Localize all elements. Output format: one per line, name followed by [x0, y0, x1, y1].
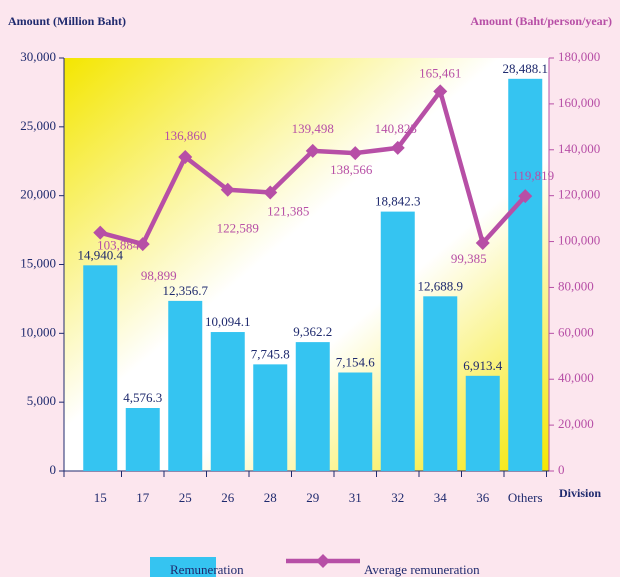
y-tick-label: 0 — [50, 462, 57, 477]
bar — [423, 296, 458, 471]
y-tick-label: 15,000 — [20, 255, 56, 270]
x-tick-label: 15 — [94, 490, 107, 505]
line-marker — [135, 237, 150, 252]
x-tick-label: 36 — [476, 490, 490, 505]
y2-tick-label: 20,000 — [558, 416, 594, 431]
x-tick-label: 29 — [306, 490, 319, 505]
line-marker — [305, 143, 320, 158]
bar — [125, 407, 160, 471]
bar-value-label: 9,362.2 — [293, 324, 332, 339]
bar-value-label: 28,488.1 — [503, 61, 549, 76]
bar — [295, 342, 330, 471]
y2-tick-label: 100,000 — [558, 233, 600, 248]
bar — [380, 211, 415, 471]
x-tick-label: Others — [508, 490, 543, 505]
line-marker — [518, 189, 533, 204]
line-marker — [93, 225, 108, 240]
bar — [168, 300, 203, 471]
y2-tick-label: 120,000 — [558, 187, 600, 202]
bar — [338, 372, 373, 471]
bar-value-label: 10,094.1 — [205, 314, 251, 329]
line-value-label: 165,461 — [419, 65, 461, 80]
bar — [253, 364, 288, 471]
y2-tick-label: 40,000 — [558, 370, 594, 385]
line-marker — [348, 146, 363, 161]
line-marker — [263, 185, 278, 200]
x-tick-label: 34 — [434, 490, 448, 505]
x-tick-label: 28 — [264, 490, 277, 505]
line-marker — [390, 140, 405, 155]
line-value-label: 122,589 — [217, 221, 259, 236]
y2-tick-label: 80,000 — [558, 278, 594, 293]
line-value-label: 121,385 — [267, 203, 309, 218]
bar — [465, 375, 500, 471]
y2-tick-label: 180,000 — [558, 49, 600, 64]
bar-value-label: 18,842.3 — [375, 194, 421, 209]
legend-label: Average remuneration — [364, 562, 480, 577]
bar-value-label: 12,688.9 — [418, 278, 464, 293]
y-tick-label: 30,000 — [20, 49, 56, 64]
legend-swatch — [150, 557, 216, 577]
y-axis-title: Amount (Million Baht) — [8, 14, 126, 28]
bar-value-label: 4,576.3 — [123, 390, 162, 405]
line-value-label: 103,884 — [97, 238, 140, 253]
y2-tick-label: 0 — [558, 462, 565, 477]
bar — [210, 332, 245, 471]
line-value-label: 136,860 — [164, 128, 206, 143]
line-marker — [475, 235, 490, 250]
x-tick-label: 17 — [136, 490, 150, 505]
line-value-label: 119,819 — [512, 168, 554, 183]
bar — [508, 78, 543, 472]
bar-value-label: 7,745.8 — [251, 346, 290, 361]
x-axis-title: Division — [559, 486, 601, 500]
line-value-label: 98,899 — [141, 268, 177, 283]
x-tick-label: 31 — [349, 490, 362, 505]
legend-marker — [316, 554, 330, 568]
line-marker — [433, 84, 448, 99]
y2-tick-label: 160,000 — [558, 95, 600, 110]
x-tick-label: 25 — [179, 490, 192, 505]
y-tick-label: 20,000 — [20, 187, 56, 202]
bar-value-label: 6,913.4 — [463, 358, 503, 373]
line-marker — [178, 149, 193, 164]
y2-axis-title: Amount (Baht/person/year) — [470, 14, 612, 28]
bar-value-label: 12,356.7 — [163, 283, 209, 298]
line-value-label: 140,823 — [375, 121, 417, 136]
y-tick-label: 10,000 — [20, 324, 56, 339]
y2-tick-label: 140,000 — [558, 141, 600, 156]
x-tick-label: 26 — [221, 490, 235, 505]
bar-value-label: 14,940.4 — [78, 247, 124, 262]
bar-value-label: 7,154.6 — [336, 354, 376, 369]
y-tick-label: 25,000 — [20, 118, 56, 133]
bar — [83, 265, 118, 471]
line-value-label: 139,498 — [292, 121, 334, 136]
y2-tick-label: 60,000 — [558, 324, 594, 339]
x-tick-label: 32 — [391, 490, 404, 505]
line-value-label: 138,566 — [330, 162, 373, 177]
line-value-label: 99,385 — [451, 251, 487, 266]
y-tick-label: 5,000 — [27, 393, 56, 408]
line-marker — [220, 182, 235, 197]
legend-label: Remuneration — [170, 562, 244, 577]
